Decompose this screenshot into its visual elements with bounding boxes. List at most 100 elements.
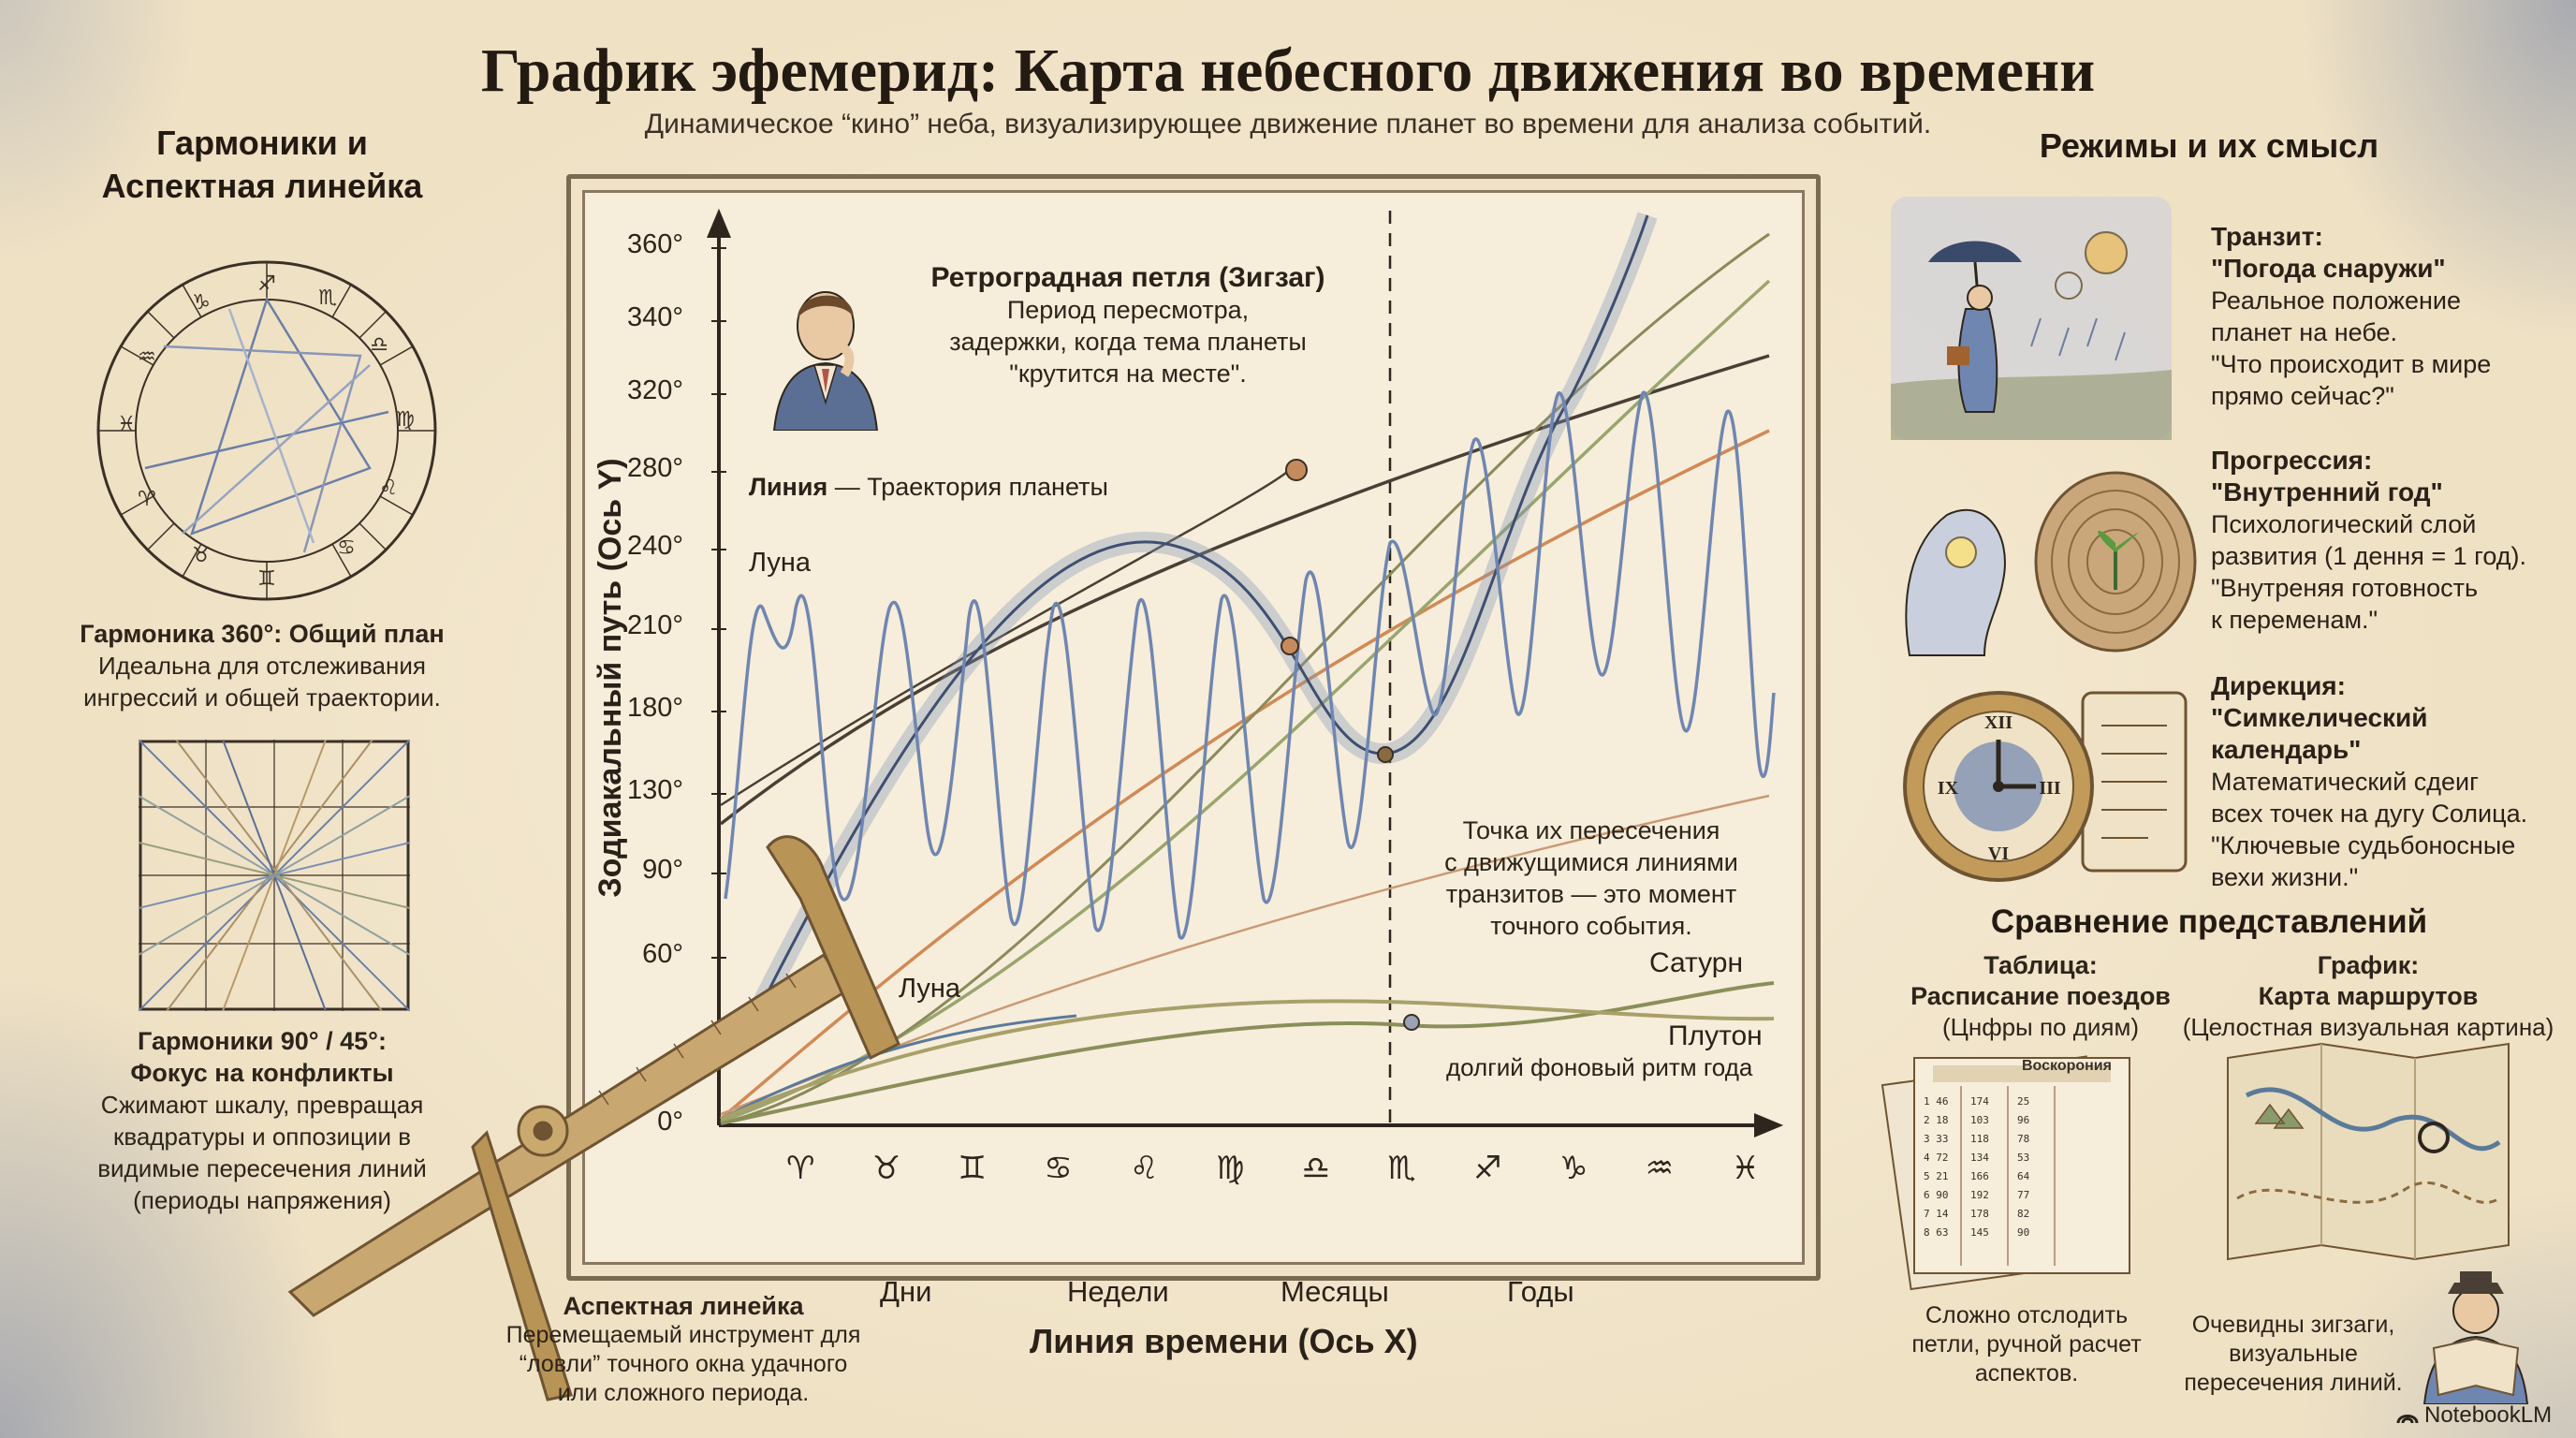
svg-text:1 46: 1 46 <box>1924 1095 1949 1108</box>
table-illustration: 1 46 2 18 3 33 4 72 5 21 6 90 7 14 8 63 174 103… <box>1881 1055 2130 1291</box>
y-tick-label: 210° <box>627 610 683 640</box>
svg-text:178: 178 <box>1970 1208 1989 1220</box>
saturn-line <box>720 981 1775 1125</box>
ruler-text-line3: или сложного периода. <box>557 1380 810 1406</box>
svg-text:5 21: 5 21 <box>1924 1170 1949 1182</box>
svg-text:103: 103 <box>1970 1114 1989 1126</box>
x-axis-label: Линия времени (Ось X) <box>1030 1322 1418 1360</box>
retrograde-text-line3: "крутится на месте". <box>1009 360 1247 388</box>
svg-text:118: 118 <box>1970 1133 1989 1145</box>
retrograde-title: Ретроградная петля (Зигзаг) <box>930 262 1325 293</box>
zodiac-sagittarius-icon: ♐ <box>1473 1150 1502 1187</box>
zodiac-cancer-icon: ♋ <box>1044 1150 1073 1187</box>
transit-text-line2: планет на небе. <box>2211 318 2398 346</box>
svg-text:♐: ♐ <box>257 272 276 296</box>
harmonic-90-45-grid <box>139 740 410 1011</box>
transit-text-line3: "Что происходит в мире <box>2211 350 2492 378</box>
event-point-marker <box>1377 746 1394 763</box>
svg-text:4 72: 4 72 <box>1924 1152 1949 1164</box>
direction-text-line4: вехи жизни." <box>2211 863 2359 891</box>
pluto-label: Плутон <box>1668 1020 1763 1051</box>
table-header-text: Воскорония <box>2022 1058 2112 1074</box>
table-note-line3: аспектов. <box>1974 1360 2079 1387</box>
svg-text:♈: ♈ <box>138 488 156 511</box>
svg-text:♉: ♉ <box>192 544 211 567</box>
svg-text:XII: XII <box>1984 712 2012 733</box>
svg-text:7 14: 7 14 <box>1924 1208 1949 1220</box>
svg-text:IX: IX <box>1938 778 1959 799</box>
brand-badge: NotebookLM <box>2396 1402 2552 1429</box>
zodiac-libra-icon: ♎ <box>1301 1150 1331 1187</box>
pluto-note: долгий фоновый ритм года <box>1446 1053 1753 1081</box>
svg-text:8 63: 8 63 <box>1924 1226 1949 1239</box>
graph-note-line2: визуальные <box>2229 1341 2358 1367</box>
harmonic-360-title: Гармоника 360°: Общий план <box>80 620 445 648</box>
zodiac-taurus-icon: ♉ <box>871 1150 901 1187</box>
transit-title-line1: Транзит: <box>2211 222 2323 251</box>
harmonic-360-text-line2: ингрессий и общей траектории. <box>83 683 441 712</box>
svg-text:90: 90 <box>2017 1226 2029 1239</box>
transit-illustration <box>1891 197 2172 440</box>
svg-text:77: 77 <box>2017 1189 2029 1201</box>
direction-text-line1: Математический сдеиг <box>2211 768 2479 796</box>
ruler-title: Аспектная линейка <box>563 1292 804 1320</box>
y-tick-label: 280° <box>627 453 683 483</box>
time-label-years: Годы <box>1507 1275 1574 1308</box>
progression-illustration <box>1905 471 2197 656</box>
zodiac-aries-icon: ♈ <box>786 1150 815 1187</box>
line-legend-bold: Линия <box>749 473 828 501</box>
svg-text:VI: VI <box>1988 844 2009 864</box>
zodiac-glyph-row: ♈ ♉ ♊ ♋ ♌ ♍ ♎ ♏ ♐ ♑ ♒ ♓ <box>786 1150 1760 1187</box>
zodiac-virgo-icon: ♍ <box>1215 1150 1245 1187</box>
svg-text:134: 134 <box>1970 1152 1989 1164</box>
retrograde-text-line1: Период пересмотра, <box>1006 296 1250 324</box>
harmonic-90-text-line2: квадратуры и оппозиции в <box>112 1123 412 1151</box>
svg-text:6 90: 6 90 <box>1924 1189 1949 1201</box>
progression-text-line1: Психологический слой <box>2211 510 2477 538</box>
y-axis-arrow <box>707 208 731 238</box>
line-legend: Линия — Траектория планеты <box>749 473 1108 502</box>
graph-note-line3: пересечения линий. <box>2184 1370 2403 1396</box>
svg-text:III: III <box>2039 778 2061 799</box>
right-section-title: Режимы и их смысл <box>2039 126 2379 165</box>
aspect-ruler-tool <box>287 835 900 1401</box>
table-title-line2: Расписание поездов <box>1910 982 2171 1010</box>
compare-title: Сравнение представлений <box>1990 903 2428 940</box>
time-label-weeks: Недели <box>1067 1275 1169 1308</box>
svg-text:64: 64 <box>2017 1170 2030 1182</box>
svg-text:53: 53 <box>2017 1152 2029 1164</box>
harmonic-90-text-line4: (периоды напряжения) <box>133 1186 391 1214</box>
direction-title-line1: Дирекция: <box>2211 671 2346 700</box>
lightbulb-icon <box>1945 536 1977 568</box>
graph-title-line1: График: <box>2317 951 2420 979</box>
table-note: Сложно отслодить петли, ручной расчет ас… <box>1877 1301 2176 1388</box>
harmonic-360-text-line1: Идеальна для отслеживания <box>98 652 426 680</box>
y-tick-label: 180° <box>627 693 683 723</box>
harmonic-360-caption: Гармоника 360°: Общий план Идеальна для … <box>37 618 487 713</box>
intersection-text-line1: Точка их пересечения <box>1462 816 1720 844</box>
svg-text:♊: ♊ <box>257 567 276 591</box>
progression-block: Прогрессия: "Внутренний год" Психологиче… <box>2211 445 2567 636</box>
planet-line-arc <box>720 467 1293 807</box>
y-tick-label: 360° <box>627 229 683 259</box>
ruler-caption: Аспектная линейка Перемещаемый инструмен… <box>487 1292 880 1408</box>
harmonic-90-title-line1: Гармоники 90° / 45°: <box>138 1027 387 1055</box>
map-illustration <box>2227 1042 2510 1261</box>
harmonic-90-text-line3: видимые пересечения линий <box>97 1154 427 1182</box>
transit-text-line1: Реальное положение <box>2211 286 2462 315</box>
svg-text:♌: ♌ <box>379 477 398 500</box>
harmonic-360-wheel: ♐ ♏ ♎ ♍ ♌ ♋ ♊ ♉ ♈ ♓ ♒ ♑ <box>96 260 437 601</box>
y-tick-label: 90° <box>642 855 683 885</box>
moon-label-bottom: Луна <box>899 974 961 1004</box>
y-tick-label: 340° <box>627 302 683 332</box>
transit-block: Транзит: "Погода снаружи" Реальное полож… <box>2211 221 2567 412</box>
x-axis-arrow <box>1754 1113 1784 1137</box>
y-axis-ticks <box>711 247 726 959</box>
loop-crossing-marker <box>1281 637 1299 655</box>
intersection-annotation: Точка их пересечения с движущимися линия… <box>1442 814 1741 942</box>
time-label-months: Месяцы <box>1281 1275 1389 1308</box>
table-title-line1: Таблица: <box>1983 951 2098 979</box>
retrograde-annotation: Ретроградная петля (Зигзаг) Период перес… <box>885 262 1371 389</box>
zodiac-pisces-icon: ♓ <box>1731 1150 1760 1187</box>
table-note-line1: Сложно отслодить <box>1925 1302 2129 1328</box>
